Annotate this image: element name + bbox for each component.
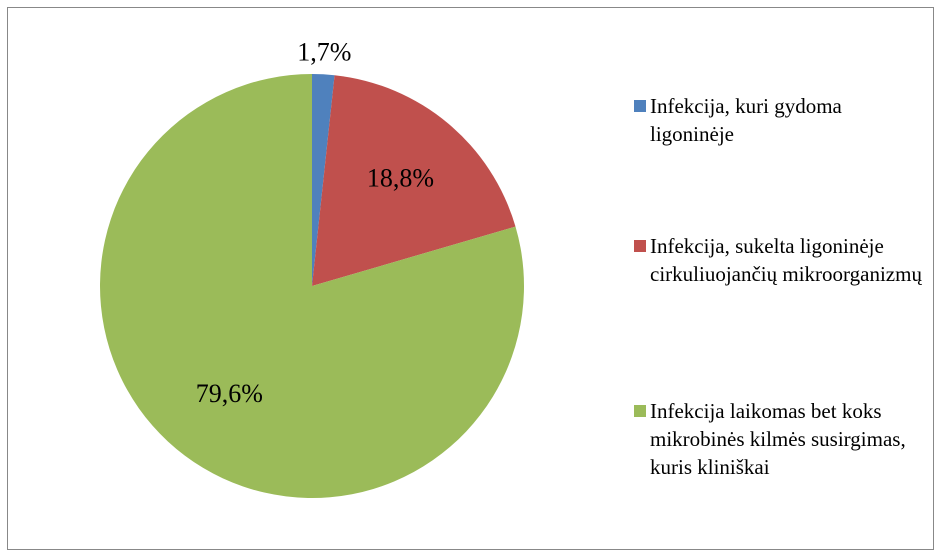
- legend-label: Infekcija, kuri gydoma ligoninėje: [650, 94, 842, 146]
- legend-label: Infekcija, sukelta ligoninėje cirkuliuoj…: [650, 234, 922, 286]
- legend-swatch: [634, 405, 646, 417]
- legend-swatch: [634, 100, 646, 112]
- pie-slice: [100, 74, 525, 498]
- pie-slice: [312, 74, 335, 286]
- data-label: 18,8%: [367, 163, 434, 192]
- frame: [7, 7, 934, 550]
- data-label: 79,6%: [196, 379, 263, 408]
- pie-slice: [312, 75, 516, 287]
- legend-swatch: [634, 240, 646, 252]
- legend-item: Infekcija, kuri gydoma ligoninėje: [634, 92, 924, 148]
- legend-item: Infekcija laikomas bet koks mikrobinės k…: [634, 397, 924, 481]
- data-label: 1,7%: [297, 37, 351, 66]
- legend-item: Infekcija, sukelta ligoninėje cirkuliuoj…: [634, 232, 924, 288]
- legend-label: Infekcija laikomas bet koks mikrobinės k…: [650, 399, 906, 479]
